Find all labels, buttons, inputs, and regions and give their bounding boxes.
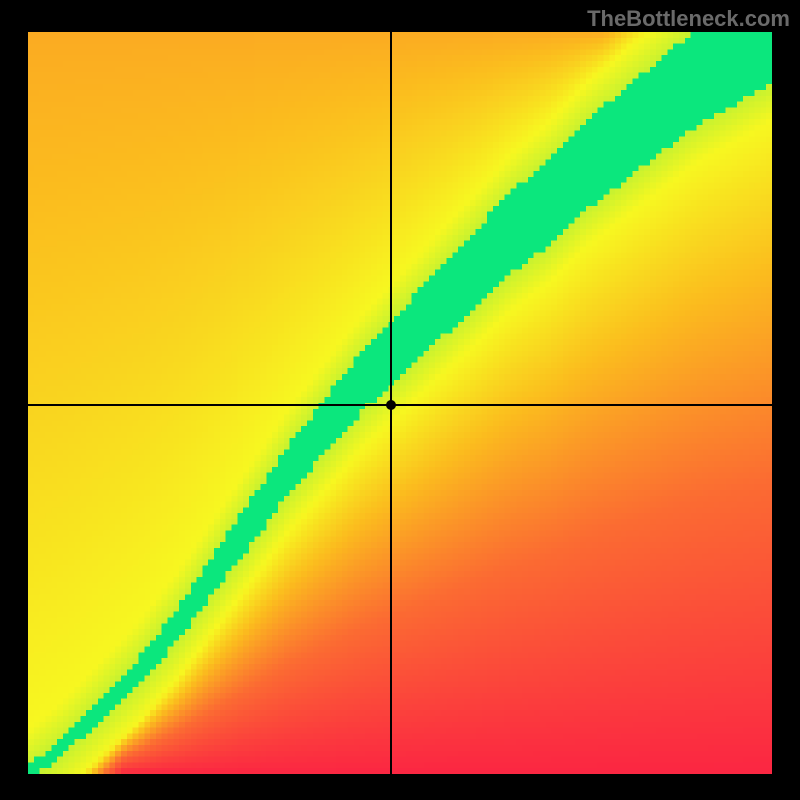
watermark-text: TheBottleneck.com bbox=[587, 6, 790, 32]
chart-container: TheBottleneck.com bbox=[0, 0, 800, 800]
crosshair-horizontal-line bbox=[28, 404, 772, 406]
bottleneck-heatmap bbox=[28, 32, 772, 774]
